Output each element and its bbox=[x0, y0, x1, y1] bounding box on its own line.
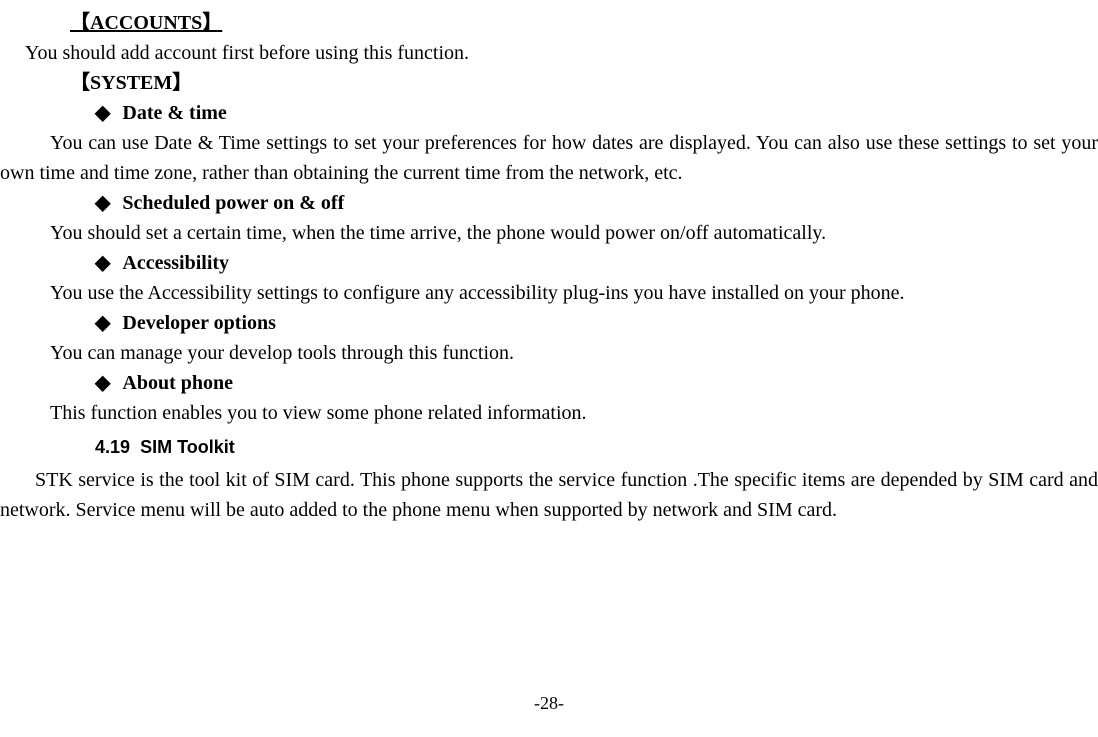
bullet-about-phone: ◆ About phone bbox=[95, 368, 1098, 398]
diamond-icon: ◆ bbox=[95, 252, 110, 274]
bullet-accessibility: ◆ Accessibility bbox=[95, 248, 1098, 278]
developer-title: Developer options bbox=[122, 312, 276, 334]
sim-toolkit-body: STK service is the tool kit of SIM card.… bbox=[0, 465, 1098, 525]
diamond-icon: ◆ bbox=[95, 312, 110, 334]
sim-toolkit-title: SIM Toolkit bbox=[140, 437, 235, 457]
diamond-icon: ◆ bbox=[95, 372, 110, 394]
sim-toolkit-number: 4.19 bbox=[95, 437, 130, 457]
about-phone-body: This function enables you to view some p… bbox=[0, 398, 1098, 428]
diamond-icon: ◆ bbox=[95, 102, 110, 124]
accounts-body: You should add account first before usin… bbox=[25, 38, 1098, 68]
developer-body: You can manage your develop tools throug… bbox=[0, 338, 1098, 368]
scheduled-power-body: You should set a certain time, when the … bbox=[0, 218, 1098, 248]
diamond-icon: ◆ bbox=[95, 192, 110, 214]
system-header: 【SYSTEM】 bbox=[70, 68, 1098, 98]
date-time-body: You can use Date & Time settings to set … bbox=[0, 128, 1098, 188]
accounts-header: 【ACCOUNTS】 bbox=[70, 8, 1098, 38]
scheduled-power-title: Scheduled power on & off bbox=[122, 192, 344, 214]
bullet-date-time: ◆ Date & time bbox=[95, 98, 1098, 128]
date-time-title: Date & time bbox=[122, 102, 226, 124]
sim-toolkit-heading: 4.19 SIM Toolkit bbox=[95, 434, 1098, 461]
about-phone-title: About phone bbox=[122, 372, 233, 394]
accessibility-body: You use the Accessibility settings to co… bbox=[0, 278, 1098, 308]
page-number: -28- bbox=[0, 690, 1098, 717]
bullet-developer: ◆ Developer options bbox=[95, 308, 1098, 338]
accessibility-title: Accessibility bbox=[122, 252, 229, 274]
bullet-scheduled-power: ◆ Scheduled power on & off bbox=[95, 188, 1098, 218]
